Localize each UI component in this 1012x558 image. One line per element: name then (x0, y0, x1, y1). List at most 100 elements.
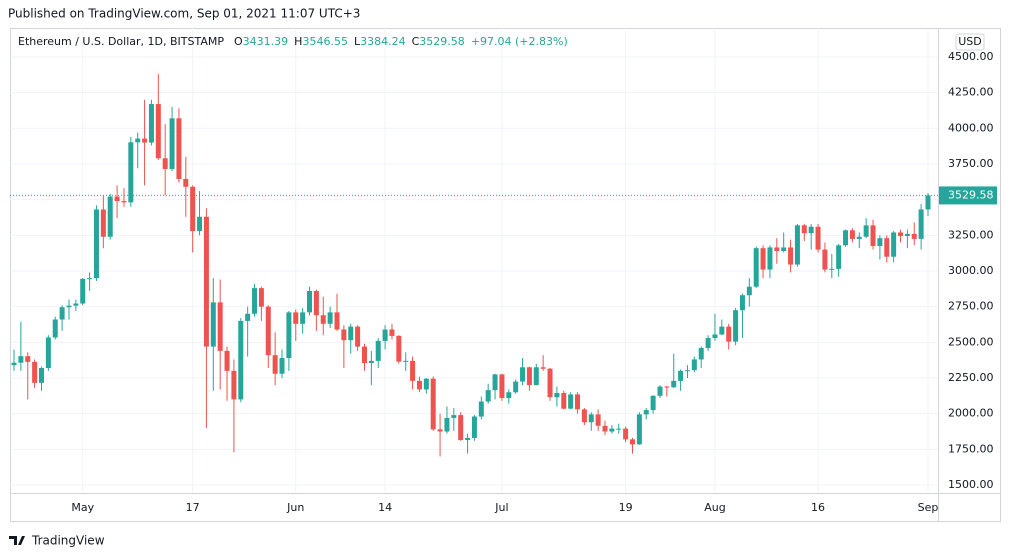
candle-body (155, 104, 161, 159)
candle-body (252, 288, 258, 314)
ohlc-value: 3529.58 (419, 35, 465, 48)
currency-box[interactable] (955, 33, 985, 51)
candle-body (458, 415, 464, 441)
candle-body (781, 247, 787, 252)
candle-body (169, 118, 175, 169)
candle-body (506, 392, 512, 398)
candle-body (643, 410, 649, 415)
candle-body (520, 367, 526, 382)
y-tick-label: 2500.00 (948, 335, 994, 348)
candle-body (190, 186, 196, 232)
candle-body (107, 196, 113, 237)
brand-logo (9, 536, 25, 545)
candle-body (197, 216, 203, 232)
candle-body (774, 247, 780, 252)
candle-body (52, 319, 58, 338)
x-tick-label: Jun (286, 501, 304, 514)
candle-body (32, 361, 38, 383)
candle-body (11, 362, 17, 366)
ohlc-value: 3431.39 (243, 35, 289, 48)
candle-body (870, 225, 876, 247)
candle-body (822, 249, 828, 270)
candle-body (203, 216, 209, 347)
candle-body (540, 367, 546, 369)
currency: USD (958, 35, 982, 48)
candle-body (423, 378, 429, 390)
candle-body (389, 329, 395, 336)
candle-body (224, 350, 230, 371)
candle-body (121, 201, 127, 203)
candle-body (891, 232, 897, 257)
candle-body (678, 370, 684, 381)
candle-body (739, 295, 745, 311)
candle-body (258, 288, 264, 307)
candle-body (430, 378, 436, 430)
candle-body (382, 329, 388, 341)
candle-body (575, 394, 581, 410)
candle-body (66, 305, 72, 308)
candle-body (100, 209, 106, 237)
candle-body (609, 428, 615, 432)
last-price-label: 3529.58 (948, 188, 994, 201)
ohlc-letter: O (234, 35, 243, 48)
last-price-tag (939, 186, 997, 205)
candle-body (135, 138, 141, 143)
x-tick-label: 14 (378, 501, 392, 514)
y-tick-label: 2250.00 (948, 371, 994, 384)
candle-body (877, 238, 883, 247)
candle-body (478, 401, 484, 417)
ohlc-letter: L (354, 35, 361, 48)
candle-body (918, 209, 924, 239)
candle-body (794, 225, 800, 265)
candle-body (403, 360, 409, 362)
candle-body (863, 225, 869, 237)
y-tick-label: 2750.00 (948, 300, 994, 313)
candle-body (492, 374, 498, 391)
candle-body (300, 312, 306, 324)
candle-body (341, 329, 347, 341)
candle-body (245, 313, 251, 321)
candle-body (142, 138, 148, 143)
candle-body (760, 248, 766, 270)
candle-body (719, 326, 725, 335)
candle-body (602, 425, 608, 432)
y-tick-label: 3750.00 (948, 157, 994, 170)
y-tick-label: 2000.00 (948, 407, 994, 420)
candle-body (293, 312, 299, 324)
candle-body (73, 303, 79, 306)
candle-body (513, 381, 519, 393)
candle-body (904, 233, 910, 237)
candle-body (836, 245, 842, 269)
candle-body (925, 195, 931, 210)
candle-body (712, 334, 718, 339)
candle-body (444, 417, 450, 432)
candle-body (320, 315, 326, 324)
candle-body (581, 409, 587, 423)
candle-body (231, 370, 237, 400)
x-tick-label: Jul (494, 501, 508, 514)
x-tick-label: Aug (704, 501, 725, 514)
candle-body (561, 392, 567, 409)
candle-body (595, 414, 601, 426)
candle-body (843, 230, 849, 246)
candle-body (746, 286, 752, 296)
y-tick-label: 3000.00 (948, 264, 994, 277)
candle-body (18, 356, 24, 363)
candle-body (753, 248, 759, 287)
candle-body (788, 247, 794, 265)
candle-body (307, 290, 313, 313)
candle-body (471, 416, 477, 438)
candle-body (623, 428, 629, 440)
candle-body (361, 346, 367, 364)
candle-body (348, 326, 354, 341)
candle-body (499, 374, 505, 398)
candle-body (526, 367, 532, 386)
candle-body (533, 367, 539, 386)
candle-body (684, 370, 690, 372)
y-tick-label: 4250.00 (948, 86, 994, 99)
published-note: Published on TradingView.com, Sep 01, 20… (8, 7, 360, 21)
candle-body (815, 226, 821, 250)
legend: Ethereum / U.S. Dollar, 1D, BITSTAMP O343… (18, 35, 568, 48)
candle-body (767, 247, 773, 270)
